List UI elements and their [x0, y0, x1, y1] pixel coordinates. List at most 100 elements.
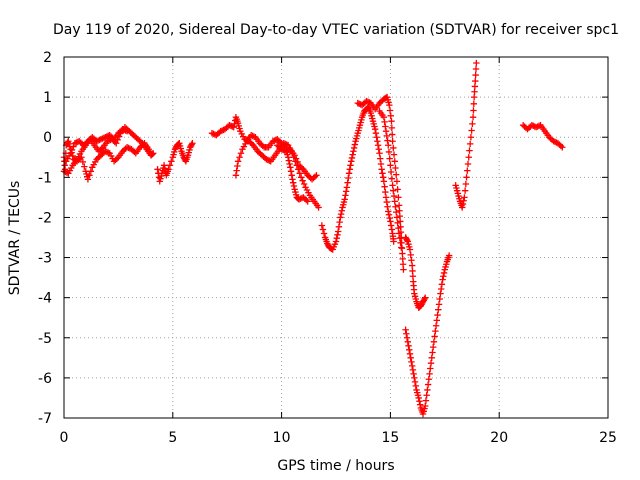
- data-point: [105, 132, 112, 140]
- data-point: [387, 168, 395, 176]
- data-segment: [274, 142, 320, 183]
- data-point: [387, 218, 394, 225]
- data-point: [399, 261, 407, 268]
- data-point: [227, 122, 235, 130]
- data-point: [103, 148, 110, 156]
- data-point: [79, 158, 87, 166]
- data-point: [459, 200, 467, 208]
- data-point: [336, 218, 343, 226]
- data-point: [266, 157, 273, 164]
- data-point: [380, 113, 388, 121]
- data-point: [393, 214, 401, 221]
- data-point: [371, 126, 379, 133]
- data-point: [68, 146, 76, 154]
- data-point: [288, 172, 295, 179]
- data-point: [398, 244, 406, 252]
- data-point: [226, 121, 233, 129]
- data-point: [372, 130, 380, 137]
- data-point: [422, 402, 429, 410]
- data-point: [125, 144, 132, 152]
- y-tick-label: 2: [43, 50, 52, 66]
- data-point: [337, 214, 344, 221]
- data-point: [385, 211, 393, 218]
- data-point: [123, 128, 131, 135]
- data-point: [248, 140, 256, 148]
- data-point: [380, 178, 388, 185]
- data-point: [279, 146, 287, 154]
- data-point: [386, 101, 393, 109]
- data-point: [400, 266, 407, 273]
- data-point: [408, 262, 416, 269]
- data-point: [472, 65, 480, 73]
- data-point: [464, 167, 471, 174]
- data-point: [318, 222, 326, 229]
- data-point: [104, 138, 111, 145]
- data-point: [232, 172, 240, 179]
- data-point: [272, 136, 279, 144]
- data-point: [429, 349, 436, 356]
- data-point: [392, 164, 399, 172]
- data-point: [377, 155, 384, 162]
- data-point: [350, 144, 358, 152]
- data-point: [388, 124, 396, 132]
- data-point: [168, 158, 175, 165]
- data-point: [395, 194, 402, 201]
- data-point: [440, 269, 448, 277]
- data-point: [396, 212, 404, 220]
- data-point: [364, 98, 372, 105]
- data-point: [473, 59, 480, 67]
- data-point: [385, 208, 392, 215]
- data-point: [409, 267, 416, 275]
- data-point: [295, 196, 303, 203]
- data-point: [408, 257, 415, 264]
- data-point: [294, 158, 301, 166]
- data-point: [470, 107, 477, 114]
- data-point: [384, 137, 391, 144]
- data-point: [290, 182, 298, 190]
- data-point: [97, 136, 105, 143]
- data-point: [284, 147, 291, 154]
- data-point: [276, 138, 284, 146]
- data-point: [298, 194, 306, 202]
- data-point: [460, 197, 467, 204]
- data-point: [113, 155, 121, 162]
- data-point: [387, 222, 395, 229]
- data-segment: [232, 132, 311, 205]
- data-point: [364, 104, 372, 112]
- data-point: [342, 188, 350, 195]
- data-point: [469, 120, 476, 128]
- data-point: [113, 140, 120, 147]
- data-point: [406, 246, 414, 253]
- data-point: [415, 394, 422, 402]
- data-point: [292, 155, 300, 162]
- data-point: [469, 113, 477, 121]
- data-point: [347, 162, 354, 169]
- data-point: [427, 359, 435, 367]
- data-point: [389, 138, 396, 145]
- data-point: [285, 157, 293, 164]
- data-point: [319, 226, 327, 233]
- data-point: [394, 186, 401, 193]
- data-point: [425, 376, 433, 383]
- data-point: [81, 163, 88, 170]
- data-point: [350, 148, 357, 155]
- data-point: [471, 88, 478, 95]
- data-point: [234, 158, 242, 165]
- data-point: [398, 244, 405, 251]
- data-point: [311, 173, 319, 180]
- data-point: [463, 174, 470, 181]
- data-point: [388, 117, 395, 125]
- data-point: [299, 177, 306, 184]
- data-point: [409, 273, 417, 280]
- data-point: [373, 134, 380, 141]
- data-point: [535, 122, 543, 130]
- data-point: [406, 350, 414, 358]
- data-point: [382, 194, 390, 201]
- data-point: [428, 354, 435, 362]
- data-point: [422, 397, 430, 404]
- data-point: [432, 322, 440, 329]
- data-point: [530, 122, 537, 130]
- data-point: [363, 97, 370, 105]
- data-point: [342, 192, 349, 199]
- data-segment: [354, 93, 407, 273]
